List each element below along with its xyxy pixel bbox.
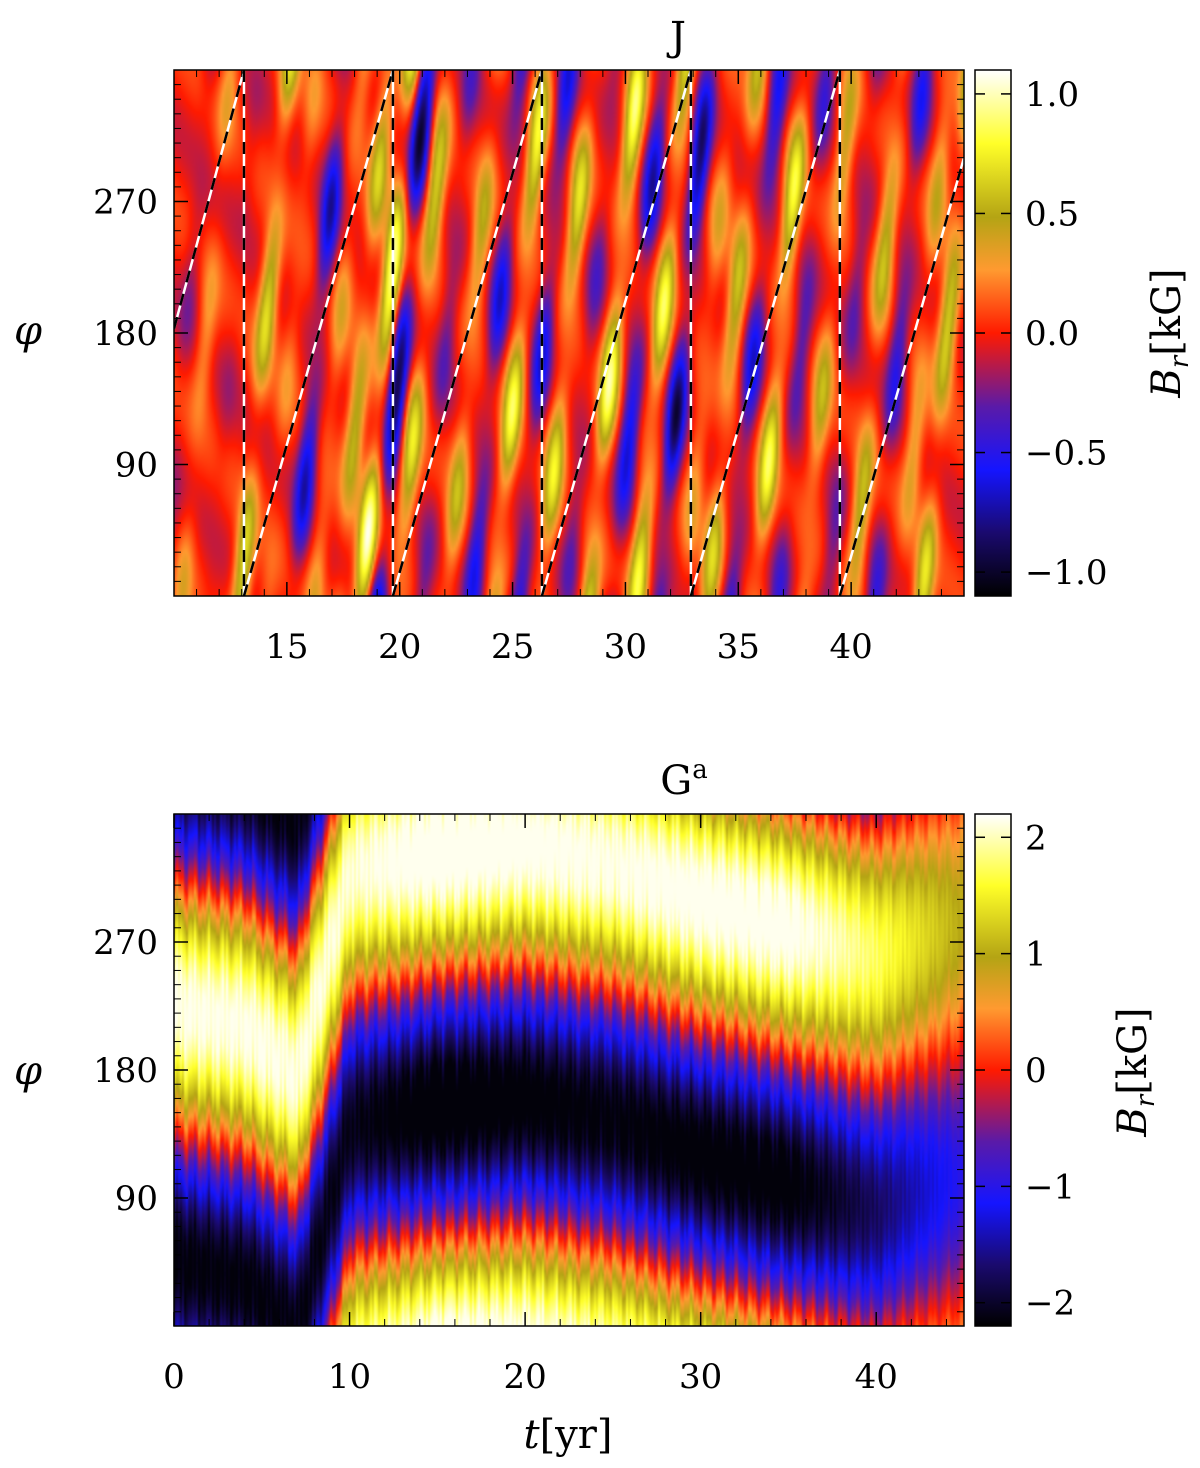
- panel-bottom-heatmap-wrapper: [174, 814, 964, 1326]
- panel-top-x-tick-label: 30: [604, 627, 647, 667]
- panel-top-colorbar-label: Br[kG]: [1144, 268, 1195, 398]
- panel-bottom-colorbar-label: Br[kG]: [1110, 1007, 1161, 1137]
- panel-bottom-x-tick-label: 0: [163, 1357, 185, 1397]
- panel-top-x-ticks: 15 20 25 30 35 40: [265, 70, 873, 667]
- panel-top-dashed-lines: [174, 70, 964, 596]
- panel-bottom-y-label: φ: [14, 1048, 42, 1094]
- panel-bottom-colorbar-tick-label: 0: [1025, 1051, 1047, 1091]
- panel-bottom-colorbar-tick-label: −1: [1025, 1167, 1075, 1207]
- panel-top-x-tick-label: 20: [378, 627, 421, 667]
- panel-top-heatmap-wrapper: [174, 70, 964, 596]
- dashed-line-black-0: [174, 70, 246, 329]
- panel-bottom-x-ticks: 0 10 20 30 40: [163, 814, 898, 1397]
- dashed-line-black-10: [838, 157, 964, 596]
- panel-bottom-colorbar-ticks: 2 1 0 −1 −2: [975, 818, 1075, 1324]
- panel-bottom-y-tick-label: 180: [93, 1051, 158, 1091]
- panel-bottom-colorbar-tick-label: −2: [1025, 1284, 1075, 1324]
- panel-top-colorbar-tick-label: −1.0: [1025, 553, 1108, 593]
- panel-top-x-tick-label: 15: [265, 627, 308, 667]
- panel-top-colorbar-tick-label: −0.5: [1025, 434, 1108, 474]
- panel-top-y-tick-label: 180: [93, 314, 158, 354]
- panel-top-colorbar-ticks: 1.0 0.5 0.0 −0.5 −1.0: [975, 75, 1108, 593]
- panel-bottom-heatmap: [174, 814, 964, 1326]
- panel-bottom-title: Ga: [660, 755, 707, 804]
- panel-top-minor-ticks: [173, 70, 965, 596]
- dashed-line-black-8: [689, 70, 842, 596]
- panel-top-y-ticks: 90 180 270: [93, 183, 964, 486]
- panel-top-x-tick-label: 25: [491, 627, 534, 667]
- panel-bottom-x-tick-label: 30: [679, 1357, 722, 1397]
- panel-top-colorbar-tick-label: 0.0: [1025, 314, 1079, 354]
- panel-bottom-colorbar-tick-label: 2: [1025, 818, 1047, 858]
- panel-bottom-y-ticks: 90 180 270: [93, 923, 964, 1219]
- panel-bottom-minor-ticks: [174, 814, 964, 1326]
- panel-bottom-y-tick-label: 90: [115, 1179, 158, 1219]
- panel-bottom-x-tick-label: 40: [855, 1357, 898, 1397]
- panel-top-colorbar-tick-label: 1.0: [1025, 75, 1079, 115]
- dashed-line-black-2: [242, 70, 395, 596]
- panel-top-title: J: [666, 14, 686, 60]
- panel-top-colorbar-tick-label: 0.5: [1025, 194, 1079, 234]
- panel-top: J 15 20 25 30 35 40 90 180 270 φ 1.0 0.5 0.0 −0.5 −…: [14, 14, 1195, 667]
- panel-bottom-x-tick-label: 10: [328, 1357, 371, 1397]
- dashed-line-black-4: [391, 70, 544, 596]
- dashed-line-black-6: [540, 70, 693, 596]
- panel-bottom-colorbar-tick-label: 1: [1025, 935, 1047, 975]
- panel-top-y-tick-label: 90: [115, 446, 158, 486]
- panel-bottom-x-tick-label: 20: [503, 1357, 546, 1397]
- panel-top-x-tick-label: 40: [830, 627, 873, 667]
- panel-top-x-tick-label: 35: [717, 627, 760, 667]
- panel-top-y-label: φ: [14, 308, 42, 354]
- panel-bottom-x-label: t[yr]: [523, 1412, 612, 1458]
- panel-top-y-tick-label: 270: [93, 183, 158, 223]
- panel-top-heatmap: [174, 70, 964, 596]
- panel-bottom-y-tick-label: 270: [93, 923, 158, 963]
